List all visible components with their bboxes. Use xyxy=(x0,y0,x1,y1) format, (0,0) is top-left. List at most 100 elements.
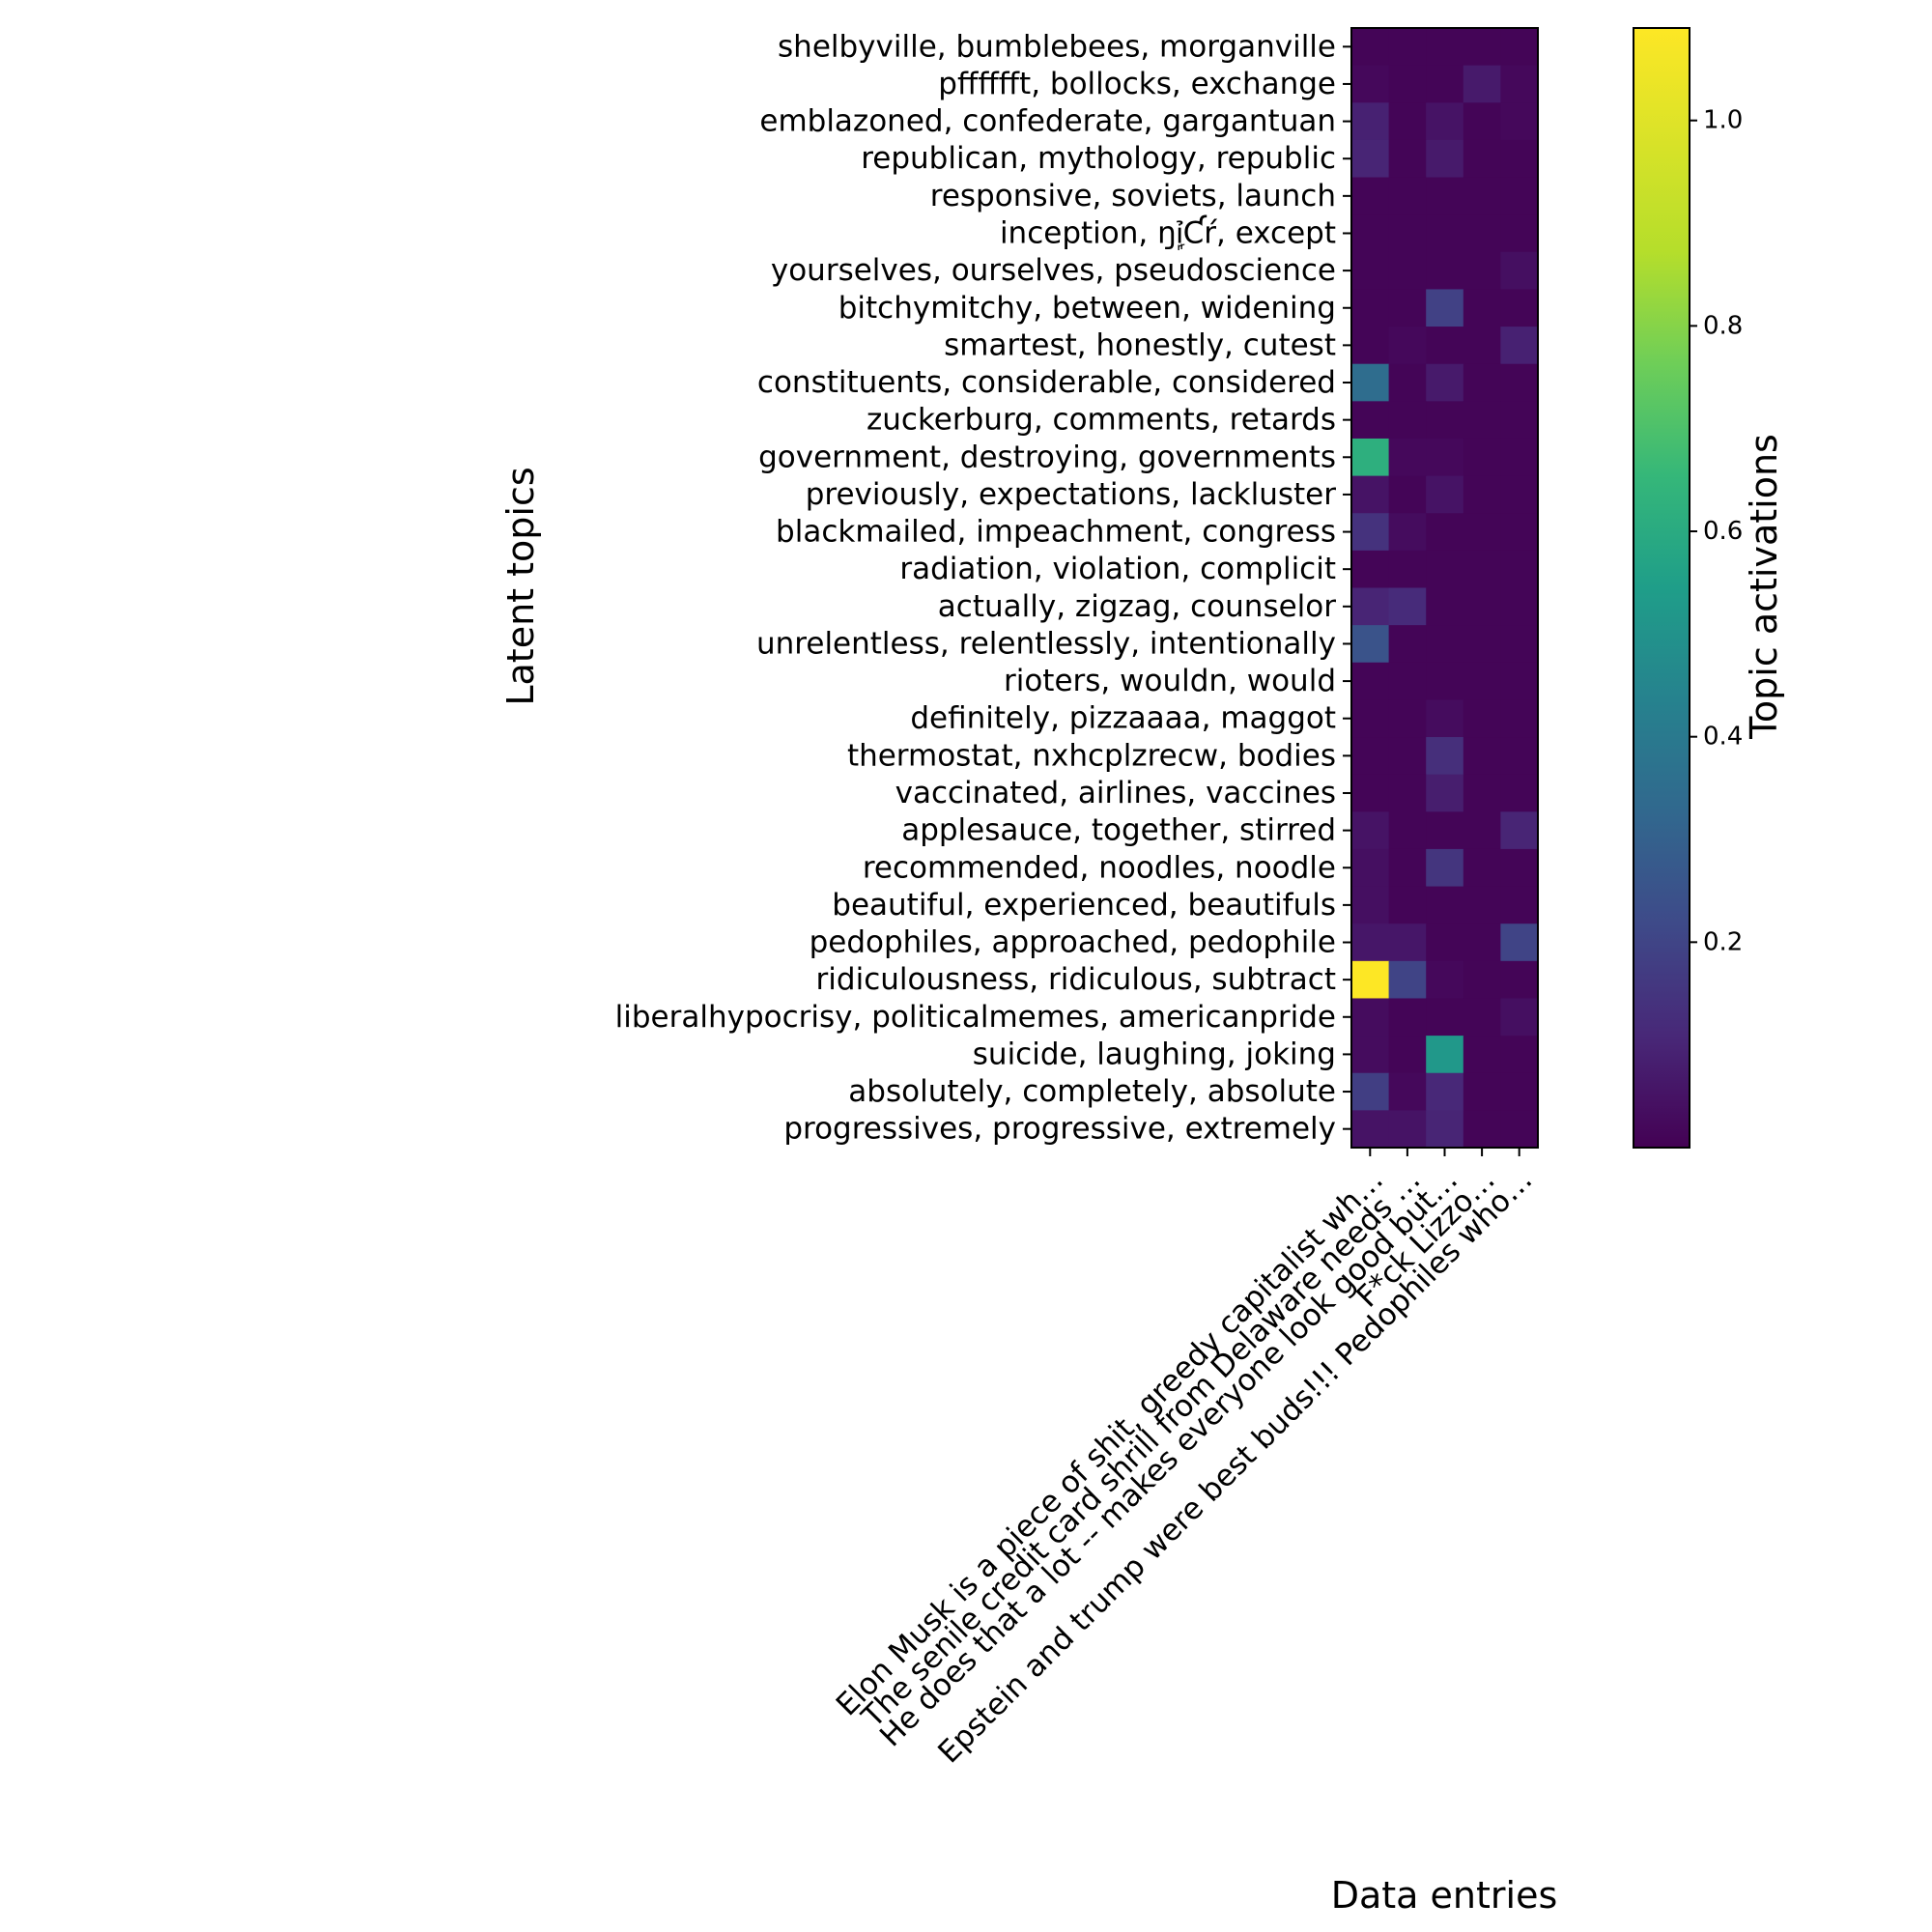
heatmap-cell xyxy=(1500,1036,1539,1074)
heatmap-cell xyxy=(1500,550,1539,589)
heatmap-cell xyxy=(1426,662,1464,700)
y-tick-label: previously, expectations, lackluster xyxy=(806,477,1337,512)
heatmap-cell xyxy=(1463,774,1501,812)
heatmap-cell xyxy=(1463,28,1501,67)
heatmap-cell xyxy=(1351,475,1390,514)
heatmap-cell xyxy=(1351,848,1390,888)
heatmap-cell xyxy=(1426,438,1464,477)
heatmap-cell xyxy=(1351,550,1390,589)
y-tick-label: progressives, progressive, extremely xyxy=(783,1112,1336,1147)
heatmap-cell xyxy=(1351,960,1390,1000)
heatmap-cell xyxy=(1463,65,1501,103)
heatmap-cell xyxy=(1463,214,1501,253)
heatmap-cell xyxy=(1500,475,1539,514)
x-axis-ticks: Elon Musk is a piece of shit, greedy cap… xyxy=(830,1148,1539,1770)
heatmap-cell xyxy=(1426,102,1464,141)
heatmap-cell xyxy=(1351,1036,1390,1074)
y-tick-label: thermostat, nxhcplzrecw, bodies xyxy=(847,738,1336,773)
y-tick-label: zuckerburg, comments, retards xyxy=(867,403,1336,438)
heatmap-cell xyxy=(1388,737,1427,776)
heatmap-cell xyxy=(1426,28,1464,67)
y-tick-label: emblazoned, confederate, gargantuan xyxy=(759,104,1336,139)
heatmap-cell xyxy=(1500,960,1539,1000)
colorbar xyxy=(1634,28,1690,1148)
heatmap-cell xyxy=(1463,625,1501,664)
y-tick-label: inception, ŋỉ᷊᷊Ƈŕ, except xyxy=(1000,214,1336,250)
colorbar-frame xyxy=(1633,27,1690,1149)
heatmap-cell xyxy=(1463,363,1501,402)
y-tick-label: blackmailed, impeachment, congress xyxy=(776,515,1336,550)
heatmap-cell xyxy=(1426,214,1464,253)
heatmap-cell xyxy=(1388,848,1427,888)
heatmap-cell xyxy=(1426,139,1464,179)
x-tick-label: The senile credit card shrill from Delaw… xyxy=(855,1162,1428,1735)
heatmap-cell xyxy=(1351,102,1390,141)
heatmap-cell xyxy=(1500,848,1539,888)
heatmap-cell xyxy=(1463,737,1501,776)
heatmap-cell xyxy=(1388,998,1427,1037)
heatmap-cell xyxy=(1426,699,1464,738)
heatmap-cell xyxy=(1388,886,1427,924)
y-tick-label: radiation, violation, complicit xyxy=(899,552,1336,586)
heatmap-cell xyxy=(1351,699,1390,738)
heatmap-cell xyxy=(1351,363,1390,402)
heatmap-cell xyxy=(1500,923,1539,962)
heatmap-cell xyxy=(1463,1110,1501,1149)
heatmap-cell xyxy=(1388,625,1427,664)
heatmap-cell xyxy=(1500,513,1539,552)
y-tick-label: responsive, soviets, launch xyxy=(930,179,1336,213)
y-tick-label: bitchymitchy, between, widening xyxy=(838,291,1336,326)
heatmap-cell xyxy=(1388,513,1427,552)
heatmap-cell xyxy=(1463,513,1501,552)
heatmap-cell xyxy=(1388,177,1427,215)
heatmap-cell xyxy=(1388,475,1427,514)
colorbar-tick-label: 0.2 xyxy=(1703,927,1743,956)
y-tick-label: applesauce, together, stirred xyxy=(901,813,1336,848)
heatmap-cell xyxy=(1388,327,1427,365)
heatmap-cell xyxy=(1463,289,1501,327)
heatmap-cell xyxy=(1351,998,1390,1037)
heatmap-cell xyxy=(1388,401,1427,440)
heatmap-cell xyxy=(1388,811,1427,850)
x-tick-label: Epstein and trump were best buds!!! Pedo… xyxy=(931,1162,1539,1770)
heatmap-cell xyxy=(1500,139,1539,179)
heatmap-cell xyxy=(1426,289,1464,327)
heatmap-cell xyxy=(1388,289,1427,327)
heatmap-cell xyxy=(1388,251,1427,291)
heatmap-cell xyxy=(1463,251,1501,291)
heatmap-cell xyxy=(1463,327,1501,365)
heatmap-cell xyxy=(1426,886,1464,924)
y-tick-label: smartest, honestly, cutest xyxy=(944,327,1336,362)
heatmap-cell xyxy=(1500,662,1539,700)
heatmap-cell xyxy=(1426,251,1464,291)
heatmap-cell xyxy=(1351,513,1390,552)
heatmap-cell xyxy=(1463,139,1501,179)
colorbar-ticks: 0.2 0.4 0.6 0.8 1.0 xyxy=(1690,106,1743,956)
y-tick-label: ridiculousness, ridiculous, subtract xyxy=(816,962,1336,997)
heatmap-cell xyxy=(1500,177,1539,215)
y-tick-label: liberalhypocrisy, politicalmemes, americ… xyxy=(615,1000,1336,1035)
colorbar-title: Topic activations xyxy=(1743,434,1785,740)
heatmap-cell xyxy=(1388,923,1427,962)
heatmap-cell xyxy=(1351,28,1390,67)
colorbar-tick-label: 0.6 xyxy=(1703,517,1743,546)
heatmap-cell xyxy=(1463,102,1501,141)
heatmap-cell xyxy=(1351,811,1390,850)
heatmap-cell xyxy=(1426,177,1464,215)
heatmap-cell xyxy=(1500,438,1539,477)
heatmap-cell xyxy=(1351,886,1390,924)
heatmap-cell xyxy=(1500,289,1539,327)
heatmap-cell xyxy=(1500,28,1539,67)
heatmap-cell xyxy=(1426,513,1464,552)
x-axis-title: Data entries xyxy=(1331,1874,1558,1917)
heatmap-cells xyxy=(1351,28,1539,1149)
heatmap-cell xyxy=(1463,550,1501,589)
heatmap-cell xyxy=(1351,587,1390,626)
heatmap-cell xyxy=(1351,1110,1390,1149)
x-tick-label: He does that a lot -- makes everyone loo… xyxy=(873,1162,1464,1753)
y-tick-label: republican, mythology, republic xyxy=(861,141,1336,176)
heatmap-cell xyxy=(1426,475,1464,514)
x-tick-label: Elon Musk is a piece of shit, greedy cap… xyxy=(830,1162,1390,1722)
heatmap-cell xyxy=(1463,848,1501,888)
